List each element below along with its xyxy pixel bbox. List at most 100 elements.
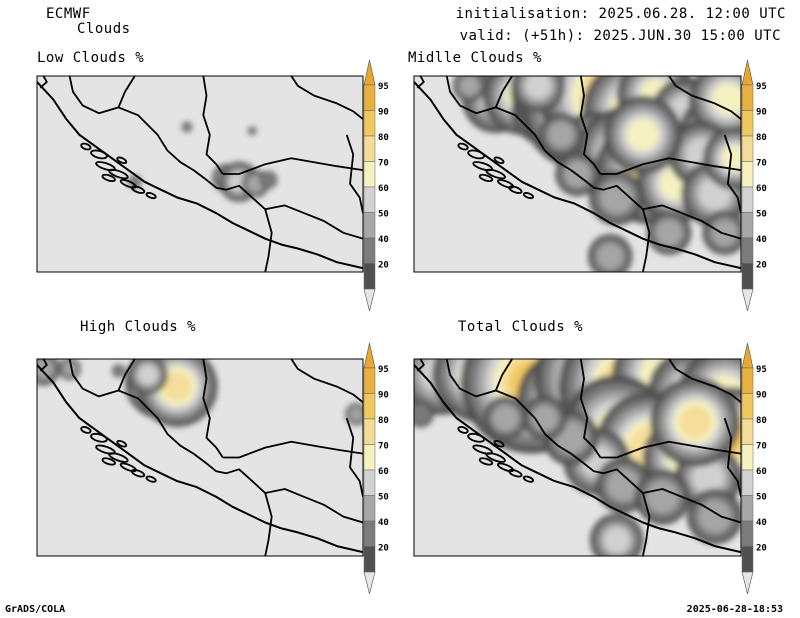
coastline — [37, 364, 363, 554]
colorbar-label: 60 — [756, 184, 767, 194]
footer-timestamp: 2025-06-28-18:53 — [686, 604, 783, 615]
country-border — [222, 440, 363, 459]
island-outline — [457, 426, 469, 434]
colorbar-label: 70 — [756, 159, 767, 169]
island-outline — [485, 168, 506, 180]
colorbar-middle-clouds: 95 90 80 70 60 50 40 20 — [741, 59, 767, 312]
colorbar-swatch — [363, 263, 376, 290]
colorbar-swatch — [741, 444, 754, 471]
colorbar-swatch — [741, 469, 754, 496]
country-border — [445, 359, 572, 455]
country-border — [600, 440, 741, 459]
colorbar-swatch — [741, 520, 754, 547]
colorbar-swatch — [363, 161, 376, 188]
colorbar-low-clouds: 95 90 80 70 60 50 40 20 — [363, 59, 389, 312]
country-border — [265, 488, 363, 524]
colorbar-swatch — [363, 212, 376, 239]
island-outline — [145, 192, 157, 200]
colorbar-swatch — [363, 393, 376, 420]
map-frame — [36, 358, 364, 557]
colorbar-label: 40 — [378, 235, 389, 245]
country-border — [68, 359, 194, 455]
country-border — [668, 359, 741, 404]
colorbar-label: 40 — [756, 235, 767, 245]
island-outline — [80, 142, 92, 151]
colorbar-swatch — [741, 237, 754, 264]
colorbar-swatch — [363, 546, 376, 573]
colorbar-label: 60 — [378, 467, 389, 477]
country-border — [117, 76, 136, 108]
colorbar-label: 50 — [756, 493, 767, 503]
colorbar-swatch — [741, 418, 754, 445]
country-border — [600, 157, 741, 175]
country-border — [579, 359, 602, 458]
colorbar-swatch — [741, 186, 754, 213]
country-border — [668, 76, 741, 120]
colorbar-label: 80 — [378, 133, 389, 143]
cloud-field — [37, 359, 363, 427]
colorbar-label: 70 — [756, 442, 767, 452]
coastline — [414, 364, 741, 554]
country-border — [345, 134, 363, 214]
cloud-field — [452, 76, 741, 272]
country-border — [222, 157, 363, 175]
colorbar-bottom-cap — [741, 571, 754, 595]
footer-software: GrADS/COLA — [5, 604, 66, 615]
country-border — [723, 134, 741, 214]
country-border — [192, 169, 273, 272]
colorbar-swatch — [363, 237, 376, 264]
colorbar-bottom-cap — [363, 288, 376, 312]
colorbar-swatch — [363, 135, 376, 162]
island-outline — [130, 185, 146, 194]
colorbar-label: 80 — [378, 416, 389, 426]
island-outline — [478, 457, 494, 466]
colorbar-top-cap — [741, 342, 754, 369]
colorbar-label: 50 — [378, 210, 389, 220]
country-border — [192, 452, 273, 556]
country-border — [416, 76, 425, 89]
colorbar-label: 60 — [756, 467, 767, 477]
colorbar-label: 95 — [378, 82, 389, 92]
model-name: ECMWF — [46, 6, 91, 22]
colorbar-swatch — [741, 393, 754, 420]
colorbar-label: 90 — [378, 391, 389, 401]
colorbar-label: 70 — [378, 442, 389, 452]
colorbar-swatch — [741, 110, 754, 137]
valid-time: valid: (+51h): 2025.JUN.30 15:00 UTC — [459, 28, 781, 44]
country-border — [265, 204, 363, 240]
colorbar-label: 20 — [756, 544, 767, 554]
country-border — [579, 76, 602, 175]
colorbar-label: 20 — [378, 261, 389, 271]
colorbar-label: 90 — [756, 108, 767, 118]
country-border — [445, 76, 572, 171]
country-border — [202, 76, 224, 175]
island-outline — [90, 149, 108, 160]
island-outline — [101, 173, 116, 183]
colorbar-swatch — [741, 161, 754, 188]
colorbar-swatch — [363, 444, 376, 471]
colorbar-label: 95 — [756, 82, 767, 92]
country-border — [570, 169, 651, 272]
colorbar-swatch — [741, 495, 754, 522]
map-high-clouds — [36, 358, 364, 557]
map-frame — [36, 75, 364, 273]
panel-title-middle-clouds: Midlle Clouds % — [408, 50, 542, 66]
colorbar-label: 50 — [756, 210, 767, 220]
colorbar-swatch — [363, 418, 376, 445]
colorbar-swatch — [363, 520, 376, 547]
country-border — [642, 204, 741, 240]
colorbar-swatch — [363, 495, 376, 522]
colorbar-label: 95 — [756, 365, 767, 375]
colorbar-label: 60 — [378, 184, 389, 194]
colorbar-high-clouds: 95 90 80 70 60 50 40 20 — [363, 342, 389, 595]
colorbar-label: 50 — [378, 493, 389, 503]
country-border — [345, 417, 363, 498]
island-outline — [108, 168, 129, 180]
initialisation-time: initialisation: 2025.06.28. 12:00 UTC — [455, 6, 786, 22]
map-low-clouds — [36, 75, 364, 273]
island-outline — [478, 173, 494, 183]
island-outline — [101, 457, 116, 466]
colorbar-swatch — [363, 367, 376, 394]
cloud-field — [414, 359, 741, 556]
